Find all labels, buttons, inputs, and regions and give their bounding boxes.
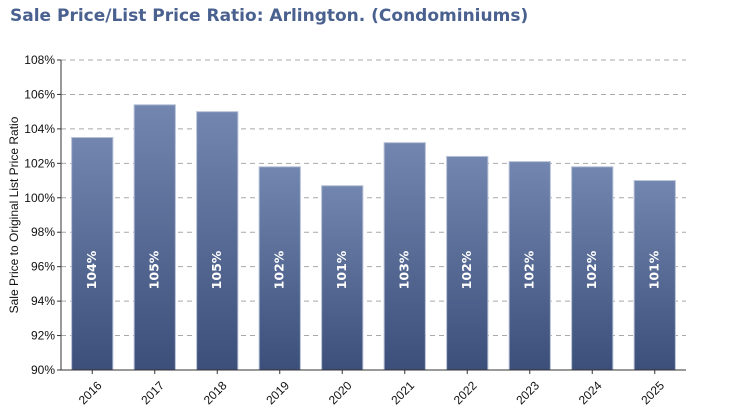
y-tick-label: 92% <box>31 329 55 343</box>
data-label: 102% <box>521 250 536 289</box>
bar-2018 <box>196 111 239 371</box>
y-tick-label: 98% <box>31 225 55 239</box>
x-tick-label: 2020 <box>326 378 355 407</box>
data-label: 102% <box>459 250 474 289</box>
x-tick-label: 2023 <box>513 378 542 407</box>
x-tick-label: 2024 <box>576 378 605 407</box>
bar-2017 <box>133 104 176 371</box>
bar-2021 <box>383 142 426 371</box>
y-tick-label: 108% <box>24 53 55 67</box>
data-label: 101% <box>646 250 661 289</box>
bar-2016 <box>71 137 114 371</box>
x-tick-label: 2019 <box>263 378 292 407</box>
y-tick-label: 90% <box>31 363 55 377</box>
bar-2024 <box>571 166 614 371</box>
x-tick-label: 2021 <box>388 378 417 407</box>
data-label: 102% <box>271 250 286 289</box>
x-tick-label: 2016 <box>76 378 105 407</box>
data-label: 104% <box>84 250 99 289</box>
bar-2022 <box>446 155 489 371</box>
y-tick-label: 104% <box>24 122 55 136</box>
data-label: 105% <box>146 250 161 289</box>
bars: 104% 105% 105% 102% 101% 103% 102% 102% 102% 101% <box>71 104 676 371</box>
bar-2023 <box>508 161 551 371</box>
bar-2020 <box>321 185 364 371</box>
bar-2025 <box>633 180 676 371</box>
y-axis-label: Sale Price to Original List Price Ratio <box>7 116 21 313</box>
x-tick-label: 2018 <box>201 378 230 407</box>
chart-title: Sale Price/List Price Ratio: Arlington. … <box>10 6 529 26</box>
data-label: 105% <box>209 250 224 289</box>
x-tick-label: 2017 <box>138 378 167 407</box>
x-tick-label: 2025 <box>638 378 667 407</box>
y-tick-label: 102% <box>24 156 55 170</box>
data-label: 102% <box>584 250 599 289</box>
data-label: 103% <box>396 250 411 289</box>
y-tick-label: 106% <box>24 87 55 101</box>
data-label: 101% <box>334 250 349 289</box>
y-tick-label: 100% <box>24 191 55 205</box>
y-tick-label: 94% <box>31 294 55 308</box>
y-tick-label: 96% <box>31 260 55 274</box>
x-tick-label: 2022 <box>451 378 480 407</box>
